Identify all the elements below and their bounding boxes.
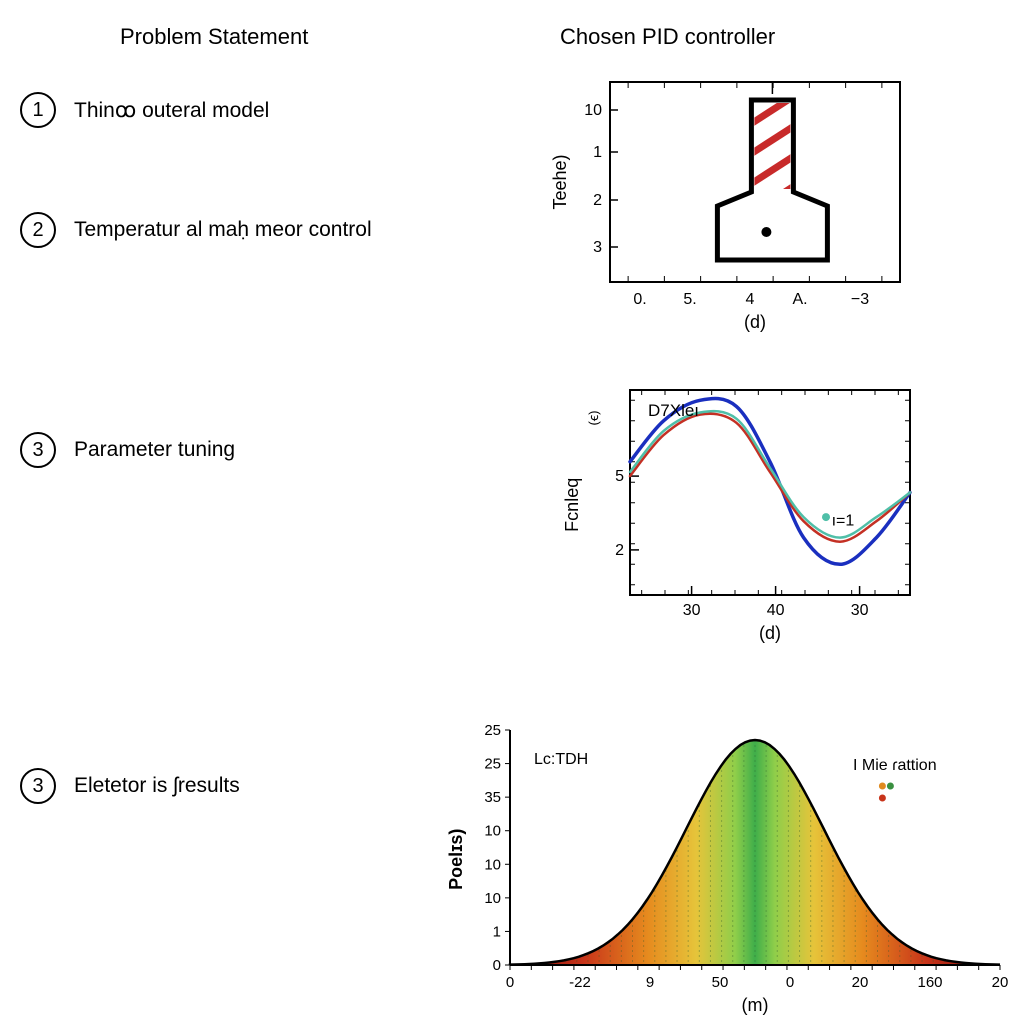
- step-1: 1 Thinꝏ outeral model: [20, 92, 269, 128]
- svg-text:25: 25: [484, 722, 501, 739]
- svg-text:30: 30: [683, 602, 701, 619]
- svg-text:40: 40: [767, 602, 785, 619]
- svg-text:I Mie ɾattion: I Mie ɾattion: [853, 757, 937, 774]
- svg-text:10: 10: [584, 102, 602, 119]
- step-badge-3: 3: [20, 432, 56, 468]
- svg-text:160: 160: [917, 974, 942, 991]
- svg-text:50: 50: [712, 974, 729, 991]
- chart1-svg: 10 1 2 3 0. 5. 4 A. −3 (d) Teehe): [530, 72, 930, 342]
- svg-text:20: 20: [992, 974, 1009, 991]
- svg-text:(d): (d): [759, 623, 781, 643]
- chart3-container: 252535101010100-2295002016020(m)Poelɪs)L…: [440, 718, 1015, 1018]
- svg-text:ı=1: ı=1: [832, 512, 855, 529]
- svg-text:3: 3: [593, 239, 602, 256]
- chart1-container: 10 1 2 3 0. 5. 4 A. −3 (d) Teehe): [530, 72, 930, 342]
- svg-text:5.: 5.: [683, 291, 696, 308]
- svg-text:-22: -22: [569, 974, 591, 991]
- svg-text:35: 35: [484, 789, 501, 806]
- svg-text:10: 10: [484, 890, 501, 907]
- step-label-3: Parameter tuning: [74, 438, 235, 462]
- svg-text:D7Xleı: D7Xleı: [648, 401, 699, 420]
- svg-text:30: 30: [851, 602, 869, 619]
- left-header: Problem Statement: [120, 24, 308, 50]
- svg-text:4: 4: [746, 291, 755, 308]
- svg-text:20: 20: [852, 974, 869, 991]
- svg-text:(d): (d): [744, 312, 766, 332]
- svg-text:Poelɪs): Poelɪs): [446, 829, 466, 890]
- svg-text:(m): (m): [742, 995, 769, 1015]
- svg-text:−3: −3: [851, 291, 869, 308]
- svg-text:1: 1: [493, 923, 501, 940]
- step-4: 3 Eletetor is ʃresults: [20, 768, 240, 804]
- svg-text:Lc:TDH: Lc:TDH: [534, 751, 588, 768]
- chart3-svg: 252535101010100-2295002016020(m)Poelɪs)L…: [440, 718, 1015, 1018]
- svg-text:10: 10: [484, 856, 501, 873]
- step-3: 3 Parameter tuning: [20, 432, 235, 468]
- svg-text:2: 2: [593, 192, 602, 209]
- step-label-1: Thinꝏ outeral model: [74, 98, 269, 123]
- svg-text:Teehe): Teehe): [550, 154, 570, 209]
- svg-text:1: 1: [593, 144, 602, 161]
- svg-text:10: 10: [484, 823, 501, 840]
- step-badge-2: 2: [20, 212, 56, 248]
- step-2: 2 Temperatur al maḥ meor control: [20, 212, 372, 248]
- svg-text:0: 0: [493, 957, 501, 974]
- svg-text:A.: A.: [792, 291, 807, 308]
- svg-text:(ꞓ): (ꞓ): [586, 411, 601, 426]
- right-header: Chosen PID controller: [560, 24, 775, 50]
- svg-text:25: 25: [484, 756, 501, 773]
- svg-text:2: 2: [615, 542, 624, 559]
- chart2-container: 5 2 30 40 30 (d) Fcnleq (ꞓ) D7Xleı ı=1: [540, 378, 930, 658]
- svg-text:5: 5: [615, 468, 624, 485]
- svg-text:0: 0: [506, 974, 514, 991]
- svg-text:9: 9: [646, 974, 654, 991]
- svg-text:Fcnleq: Fcnleq: [562, 478, 582, 532]
- step-label-4: Eletetor is ʃresults: [74, 774, 240, 798]
- svg-text:0.: 0.: [633, 291, 646, 308]
- svg-text:0: 0: [786, 974, 794, 991]
- chart2-svg: 5 2 30 40 30 (d) Fcnleq (ꞓ) D7Xleı ı=1: [540, 378, 930, 658]
- step-badge-1: 1: [20, 92, 56, 128]
- step-label-2: Temperatur al maḥ meor control: [74, 218, 372, 242]
- step-badge-4: 3: [20, 768, 56, 804]
